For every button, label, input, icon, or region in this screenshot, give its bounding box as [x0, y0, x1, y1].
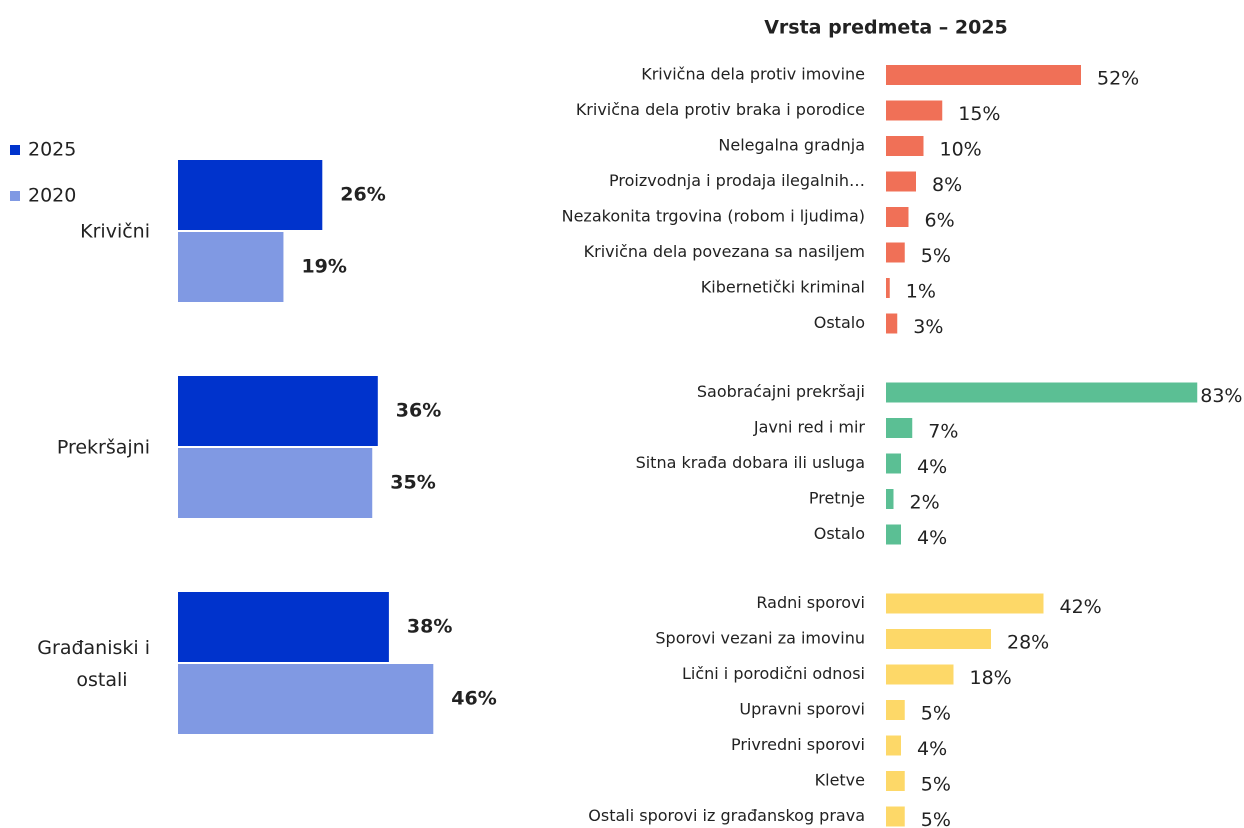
bar — [886, 664, 954, 685]
category-label: Proizvodnja i prodaja ilegalnih… — [609, 171, 865, 190]
bar — [886, 65, 1081, 85]
bar — [886, 629, 991, 649]
bar — [886, 313, 898, 334]
legend-label: 2025 — [28, 139, 76, 161]
value-label: 4% — [917, 738, 947, 760]
bar — [886, 382, 1198, 403]
value-label: 5% — [921, 703, 951, 725]
category-label: Kletve — [815, 771, 865, 790]
category-label: Lični i porodični odnosi — [682, 664, 865, 683]
category-label: Pretnje — [809, 489, 865, 508]
legend-swatch — [10, 191, 20, 201]
category-label: Nelegalna gradnja — [718, 136, 865, 155]
value-label: 42% — [1060, 596, 1102, 618]
chart-title: Vrsta predmeta – 2025 — [764, 17, 1008, 39]
category-label: Krivična dela povezana sa nasiljem — [584, 242, 865, 261]
value-label: 10% — [940, 139, 982, 161]
value-label: 4% — [917, 456, 947, 478]
category-label: Nezakonita trgovina (robom i ljudima) — [562, 207, 865, 226]
bar — [886, 453, 901, 474]
bar — [886, 524, 901, 545]
category-label: Javni red i mir — [753, 418, 866, 437]
value-label: 5% — [921, 809, 951, 828]
value-label: 26% — [340, 184, 385, 206]
bar — [886, 418, 913, 438]
value-label: 18% — [970, 667, 1012, 689]
legend-label: 2020 — [28, 185, 76, 207]
bar — [886, 735, 901, 756]
category-label: Upravni sporovi — [739, 700, 865, 719]
category-label: Saobraćajni prekršaji — [697, 382, 865, 401]
bar — [886, 806, 905, 827]
category-label: Sitna krađa dobara ili usluga — [636, 453, 865, 472]
bar — [886, 100, 943, 121]
bar — [886, 242, 905, 263]
value-label: 5% — [921, 774, 951, 796]
bar — [178, 664, 434, 734]
bar — [886, 700, 905, 720]
category-label: Građaniski i ostali — [37, 637, 150, 691]
bar — [886, 489, 894, 509]
value-label: 3% — [913, 316, 943, 338]
category-label: Krivična dela protiv imovine — [641, 65, 865, 84]
value-label: 19% — [301, 256, 346, 278]
category-label: Ostalo — [814, 524, 865, 543]
value-label: 52% — [1097, 68, 1139, 90]
category-label: Privredni sporovi — [731, 735, 865, 754]
value-label: 7% — [928, 421, 958, 443]
bar — [178, 160, 323, 230]
bar — [886, 171, 916, 192]
value-label: 1% — [906, 281, 936, 303]
value-label: 83% — [1200, 385, 1242, 407]
bar — [886, 136, 924, 156]
bar — [178, 448, 373, 518]
bar — [886, 278, 890, 298]
category-label: Krivični — [80, 221, 150, 243]
value-label: 2% — [910, 492, 940, 514]
value-label: 36% — [396, 400, 441, 422]
bar — [178, 232, 284, 302]
category-label: Krivična dela protiv braka i porodice — [576, 100, 865, 119]
value-label: 6% — [925, 210, 955, 232]
value-label: 38% — [407, 616, 452, 638]
value-label: 46% — [451, 688, 496, 710]
category-label: Ostali sporovi iz građanskog prava — [588, 806, 865, 825]
value-label: 8% — [932, 174, 962, 196]
value-label: 4% — [917, 527, 947, 549]
bar — [886, 771, 905, 791]
bar — [178, 376, 378, 446]
category-label: Radni sporovi — [756, 593, 865, 612]
bar — [886, 593, 1044, 614]
legend-swatch — [10, 145, 20, 155]
bar — [886, 207, 909, 227]
value-label: 15% — [958, 103, 1000, 125]
value-label: 35% — [390, 472, 435, 494]
category-label: Sporovi vezani za imovinu — [655, 629, 865, 648]
value-label: 28% — [1007, 632, 1049, 654]
bar — [178, 592, 389, 662]
value-label: 5% — [921, 245, 951, 267]
category-label: Prekršajni — [57, 437, 150, 459]
category-label: Kibernetički kriminal — [701, 278, 865, 297]
category-label: Ostalo — [814, 313, 865, 332]
